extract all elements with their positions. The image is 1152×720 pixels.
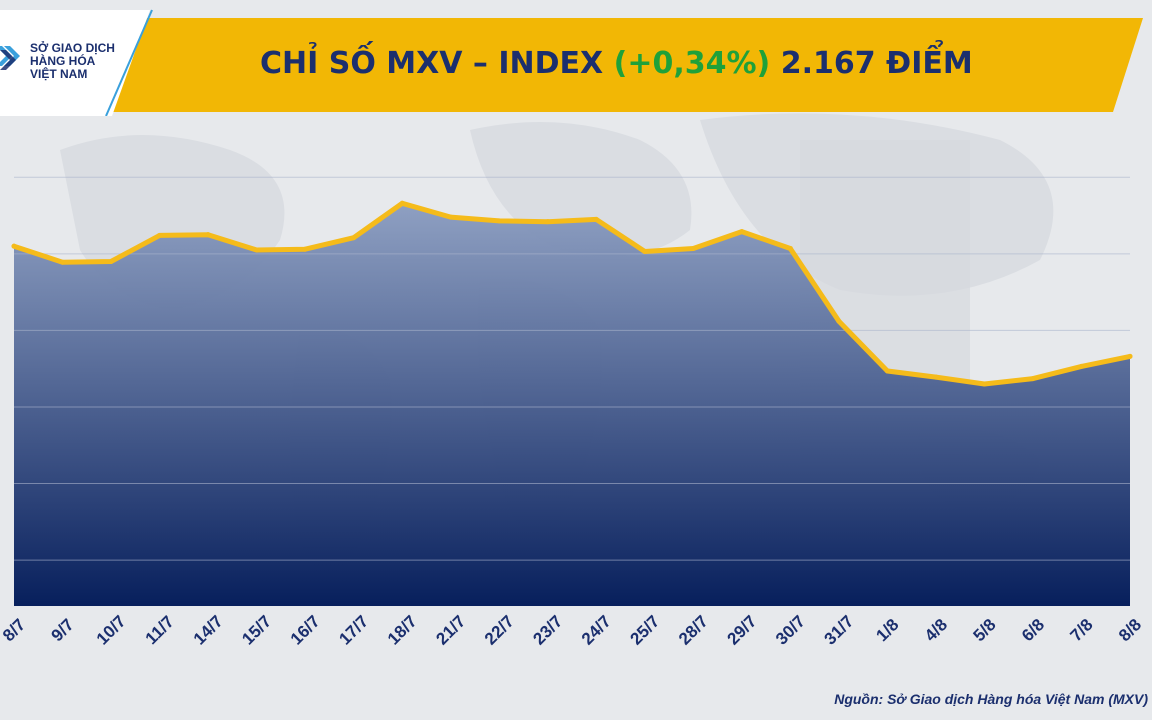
x-tick-label: 18/7 xyxy=(384,612,421,649)
x-tick-label: 5/8 xyxy=(969,615,999,645)
data-point xyxy=(884,368,890,374)
banner-yellow-band xyxy=(112,18,1143,112)
data-point xyxy=(157,232,163,238)
x-tick-label: 4/8 xyxy=(921,615,951,645)
x-tick-label: 14/7 xyxy=(190,612,227,649)
title-value: 2.167 ĐIỂM xyxy=(780,46,973,81)
x-tick-label: 8/7 xyxy=(0,615,29,645)
data-point xyxy=(545,219,551,225)
index-line xyxy=(11,200,1133,387)
x-tick-label: 16/7 xyxy=(287,612,324,649)
data-point xyxy=(593,216,599,222)
x-tick-label: 28/7 xyxy=(675,612,712,649)
data-point xyxy=(60,259,66,265)
data-point xyxy=(981,381,987,387)
data-point xyxy=(254,247,260,253)
title-prefix: CHỈ SỐ MXV – INDEX xyxy=(260,46,604,81)
data-point xyxy=(496,218,502,224)
x-tick-label: 10/7 xyxy=(93,612,130,649)
logo-line: VIỆT NAM xyxy=(30,67,88,81)
data-point xyxy=(933,374,939,380)
data-point xyxy=(642,249,648,255)
data-point xyxy=(1030,376,1036,382)
data-point xyxy=(1078,363,1084,369)
x-tick-label: 30/7 xyxy=(772,612,809,649)
logo-panel xyxy=(0,10,150,116)
x-tick-label: 9/7 xyxy=(48,615,78,645)
x-tick-label: 21/7 xyxy=(432,612,469,649)
x-tick-label: 15/7 xyxy=(238,612,275,649)
title-banner xyxy=(0,9,1143,116)
x-tick-label: 17/7 xyxy=(335,612,372,649)
x-tick-label: 11/7 xyxy=(142,612,178,648)
data-point xyxy=(1127,353,1133,359)
x-tick-label: 22/7 xyxy=(481,612,518,649)
logo-line: SỞ GIAO DỊCH xyxy=(30,41,115,55)
x-tick-label: 29/7 xyxy=(724,612,761,649)
data-point xyxy=(108,258,114,264)
x-tick-label: 25/7 xyxy=(626,612,663,649)
data-point xyxy=(351,235,357,241)
data-point xyxy=(836,318,842,324)
data-point xyxy=(690,245,696,251)
x-tick-label: 7/8 xyxy=(1067,615,1097,645)
data-point xyxy=(739,229,745,235)
logo-wordmark: SỞ GIAO DỊCH HÀNG HÓA VIỆT NAM xyxy=(30,42,140,81)
logo-line: HÀNG HÓA xyxy=(30,54,96,68)
x-tick-label: 6/8 xyxy=(1018,615,1048,645)
area-fill xyxy=(14,203,1130,607)
chart-title: CHỈ SỐ MXV – INDEX (+0,34%) 2.167 ĐIỂM xyxy=(260,44,973,84)
logo-divider xyxy=(105,9,153,116)
x-tick-label: 23/7 xyxy=(529,612,566,649)
x-tick-label: 8/8 xyxy=(1115,615,1145,645)
data-point xyxy=(302,246,308,252)
data-point xyxy=(448,214,454,220)
title-change: (+0,34%) xyxy=(613,46,771,81)
mxv-logo-icon xyxy=(0,46,20,70)
x-tick-label: 31/7 xyxy=(821,612,858,649)
data-point xyxy=(399,200,405,206)
source-note: Nguồn: Sở Giao dịch Hàng hóa Việt Nam (M… xyxy=(834,691,1148,707)
data-point xyxy=(787,245,793,251)
x-tick-label: 1/8 xyxy=(872,615,902,645)
data-point xyxy=(205,232,211,238)
x-tick-label: 24/7 xyxy=(578,612,615,649)
data-point xyxy=(11,243,17,249)
